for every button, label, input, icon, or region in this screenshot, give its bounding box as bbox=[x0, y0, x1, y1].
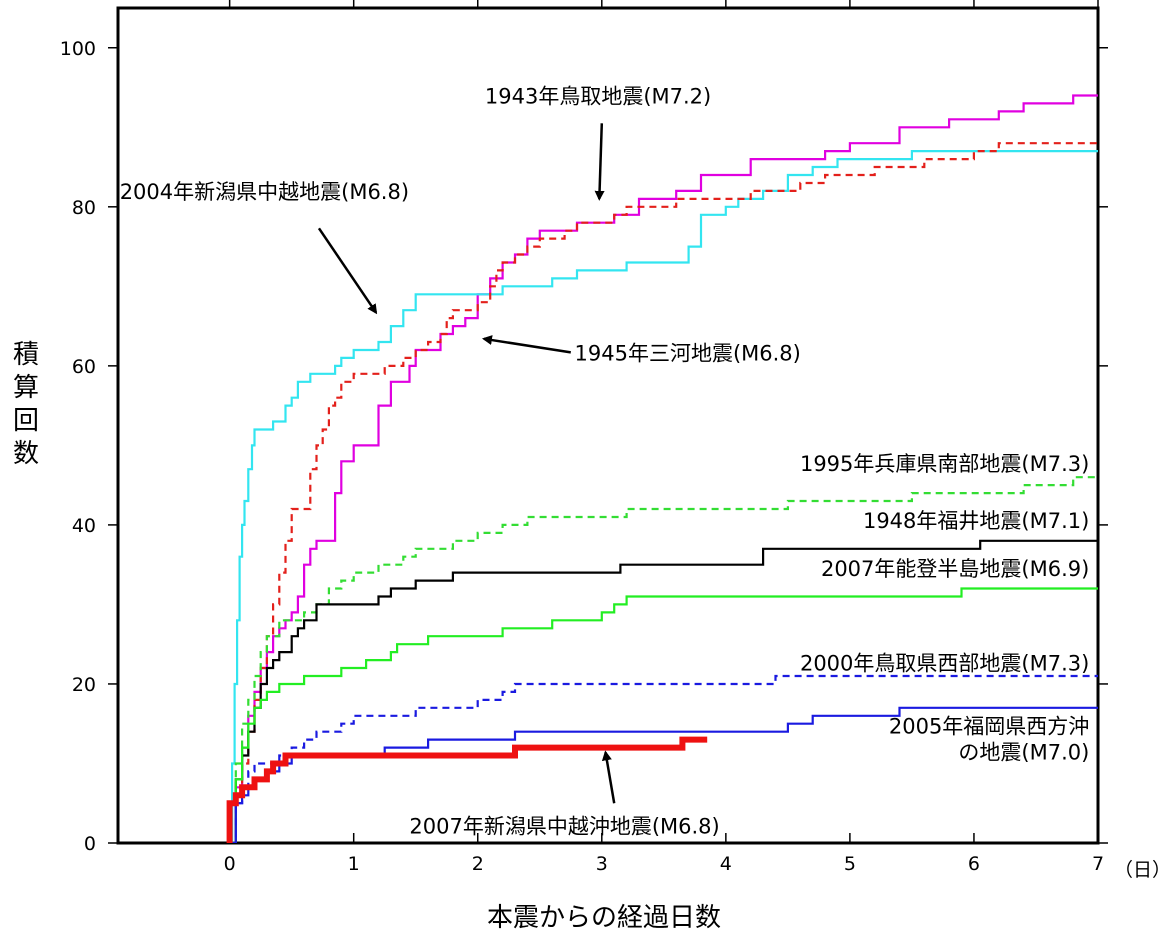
annotation-label: 2004年新潟県中越地震(M6.8) bbox=[120, 180, 409, 204]
series-line-1 bbox=[229, 94, 1098, 843]
plot-frame bbox=[116, 6, 1100, 845]
x-axis-title: 本震からの経過日数 bbox=[487, 903, 721, 933]
y-tick-label: 100 bbox=[60, 38, 96, 60]
annotations-layer: 1943年鳥取地震(M7.2) 2004年新潟県中越地震(M6.8) 1945年三河… bbox=[120, 84, 1090, 838]
annotation-label: 2005年福岡県西方沖 bbox=[889, 714, 1089, 738]
series-line-6 bbox=[229, 587, 1098, 843]
annotation-label: 2007年能登半島地震(M6.9) bbox=[821, 557, 1089, 581]
y-axis-title: 積算回数 bbox=[13, 340, 39, 469]
axis-ticks bbox=[108, 0, 1108, 844]
x-tick-label: 4 bbox=[720, 853, 732, 875]
annotation-arrow bbox=[601, 750, 616, 804]
annotation-arrow bbox=[317, 227, 378, 315]
x-tick-label: 7 bbox=[1092, 853, 1104, 875]
series-line-3 bbox=[229, 142, 1098, 843]
y-axis-title-char: 算 bbox=[13, 373, 39, 403]
series-layer bbox=[226, 94, 1098, 843]
x-tick-label: 5 bbox=[844, 853, 856, 875]
y-tick-label: 60 bbox=[72, 356, 96, 378]
x-tick-label: 0 bbox=[224, 853, 236, 875]
annotation-label: 2007年新潟県中越沖地震(M6.8) bbox=[409, 814, 719, 838]
y-tick-label: 80 bbox=[72, 197, 96, 219]
series-line-2 bbox=[229, 150, 1098, 843]
x-tick-label: 6 bbox=[968, 853, 980, 875]
annotation-label: 1943年鳥取地震(M7.2) bbox=[485, 84, 711, 108]
y-tick-label: 40 bbox=[72, 515, 96, 537]
annotation-label: 1995年兵庫県南部地震(M7.3) bbox=[800, 452, 1089, 476]
y-tick-label: 0 bbox=[84, 833, 96, 855]
series-line-4 bbox=[229, 476, 1098, 843]
x-tick-label: 3 bbox=[596, 853, 608, 875]
annotation-label: の地震(M7.0) bbox=[958, 741, 1089, 765]
x-tick-label: 1 bbox=[348, 853, 360, 875]
annotation-label: 2000年鳥取県西部地震(M7.3) bbox=[800, 651, 1089, 675]
tick-labels: 0 1 2 3 4 5 6 7 0 20 40 60 80 100 bbox=[60, 38, 1104, 875]
series-line-9 bbox=[226, 736, 708, 843]
annotation-arrow bbox=[594, 123, 605, 201]
annotation-label: 1948年福井地震(M7.1) bbox=[863, 509, 1089, 533]
annotation-arrow bbox=[481, 335, 571, 354]
y-axis-title-char: 積 bbox=[13, 340, 39, 370]
y-tick-label: 20 bbox=[72, 674, 96, 696]
x-tick-label: 2 bbox=[472, 853, 484, 875]
series-line-7 bbox=[229, 674, 1098, 843]
y-axis-title-char: 数 bbox=[13, 439, 39, 469]
annotation-label: 1945年三河地震(M6.8) bbox=[575, 341, 801, 365]
x-axis-unit: （日） bbox=[1114, 859, 1171, 881]
y-axis-title-char: 回 bbox=[13, 406, 39, 436]
